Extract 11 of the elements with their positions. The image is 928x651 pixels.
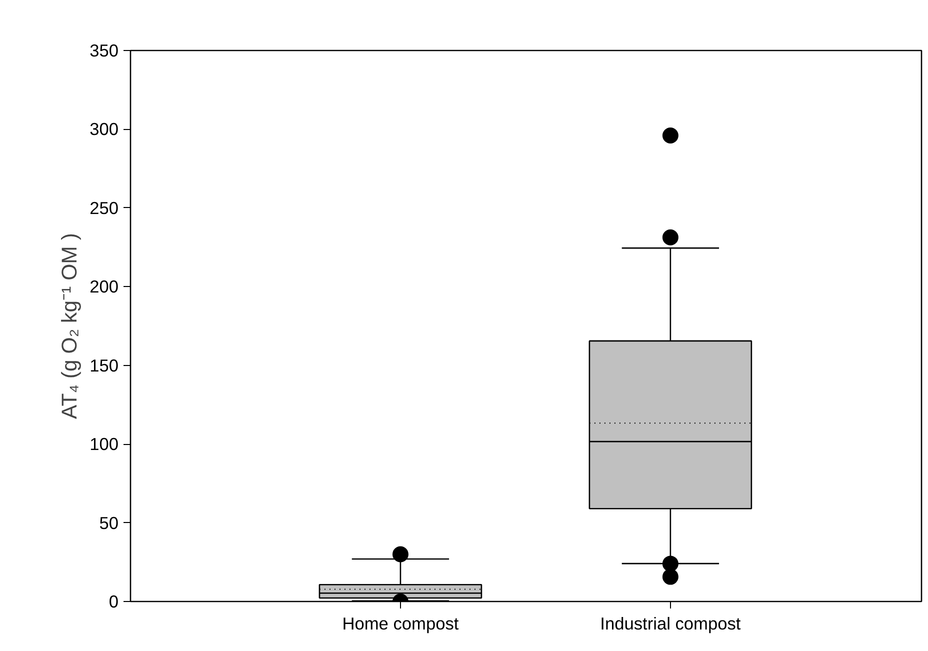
y-tick-label: 150 [90,355,119,376]
x-tick-label: Home compost [342,614,459,634]
y-tick-label: 0 [108,592,119,612]
y-tick-label: 50 [99,512,119,533]
y-tick-label: 200 [90,276,119,297]
y-tick-label: 350 [90,40,119,60]
y-axis-title: AT₄ (g O₂ kg⁻¹ OM ) [58,233,82,419]
x-tick-label: Industrial compost [600,614,741,634]
y-tick-label: 300 [90,119,119,140]
y-tick-label: 250 [90,198,119,218]
y-tick-label: 100 [90,434,119,454]
